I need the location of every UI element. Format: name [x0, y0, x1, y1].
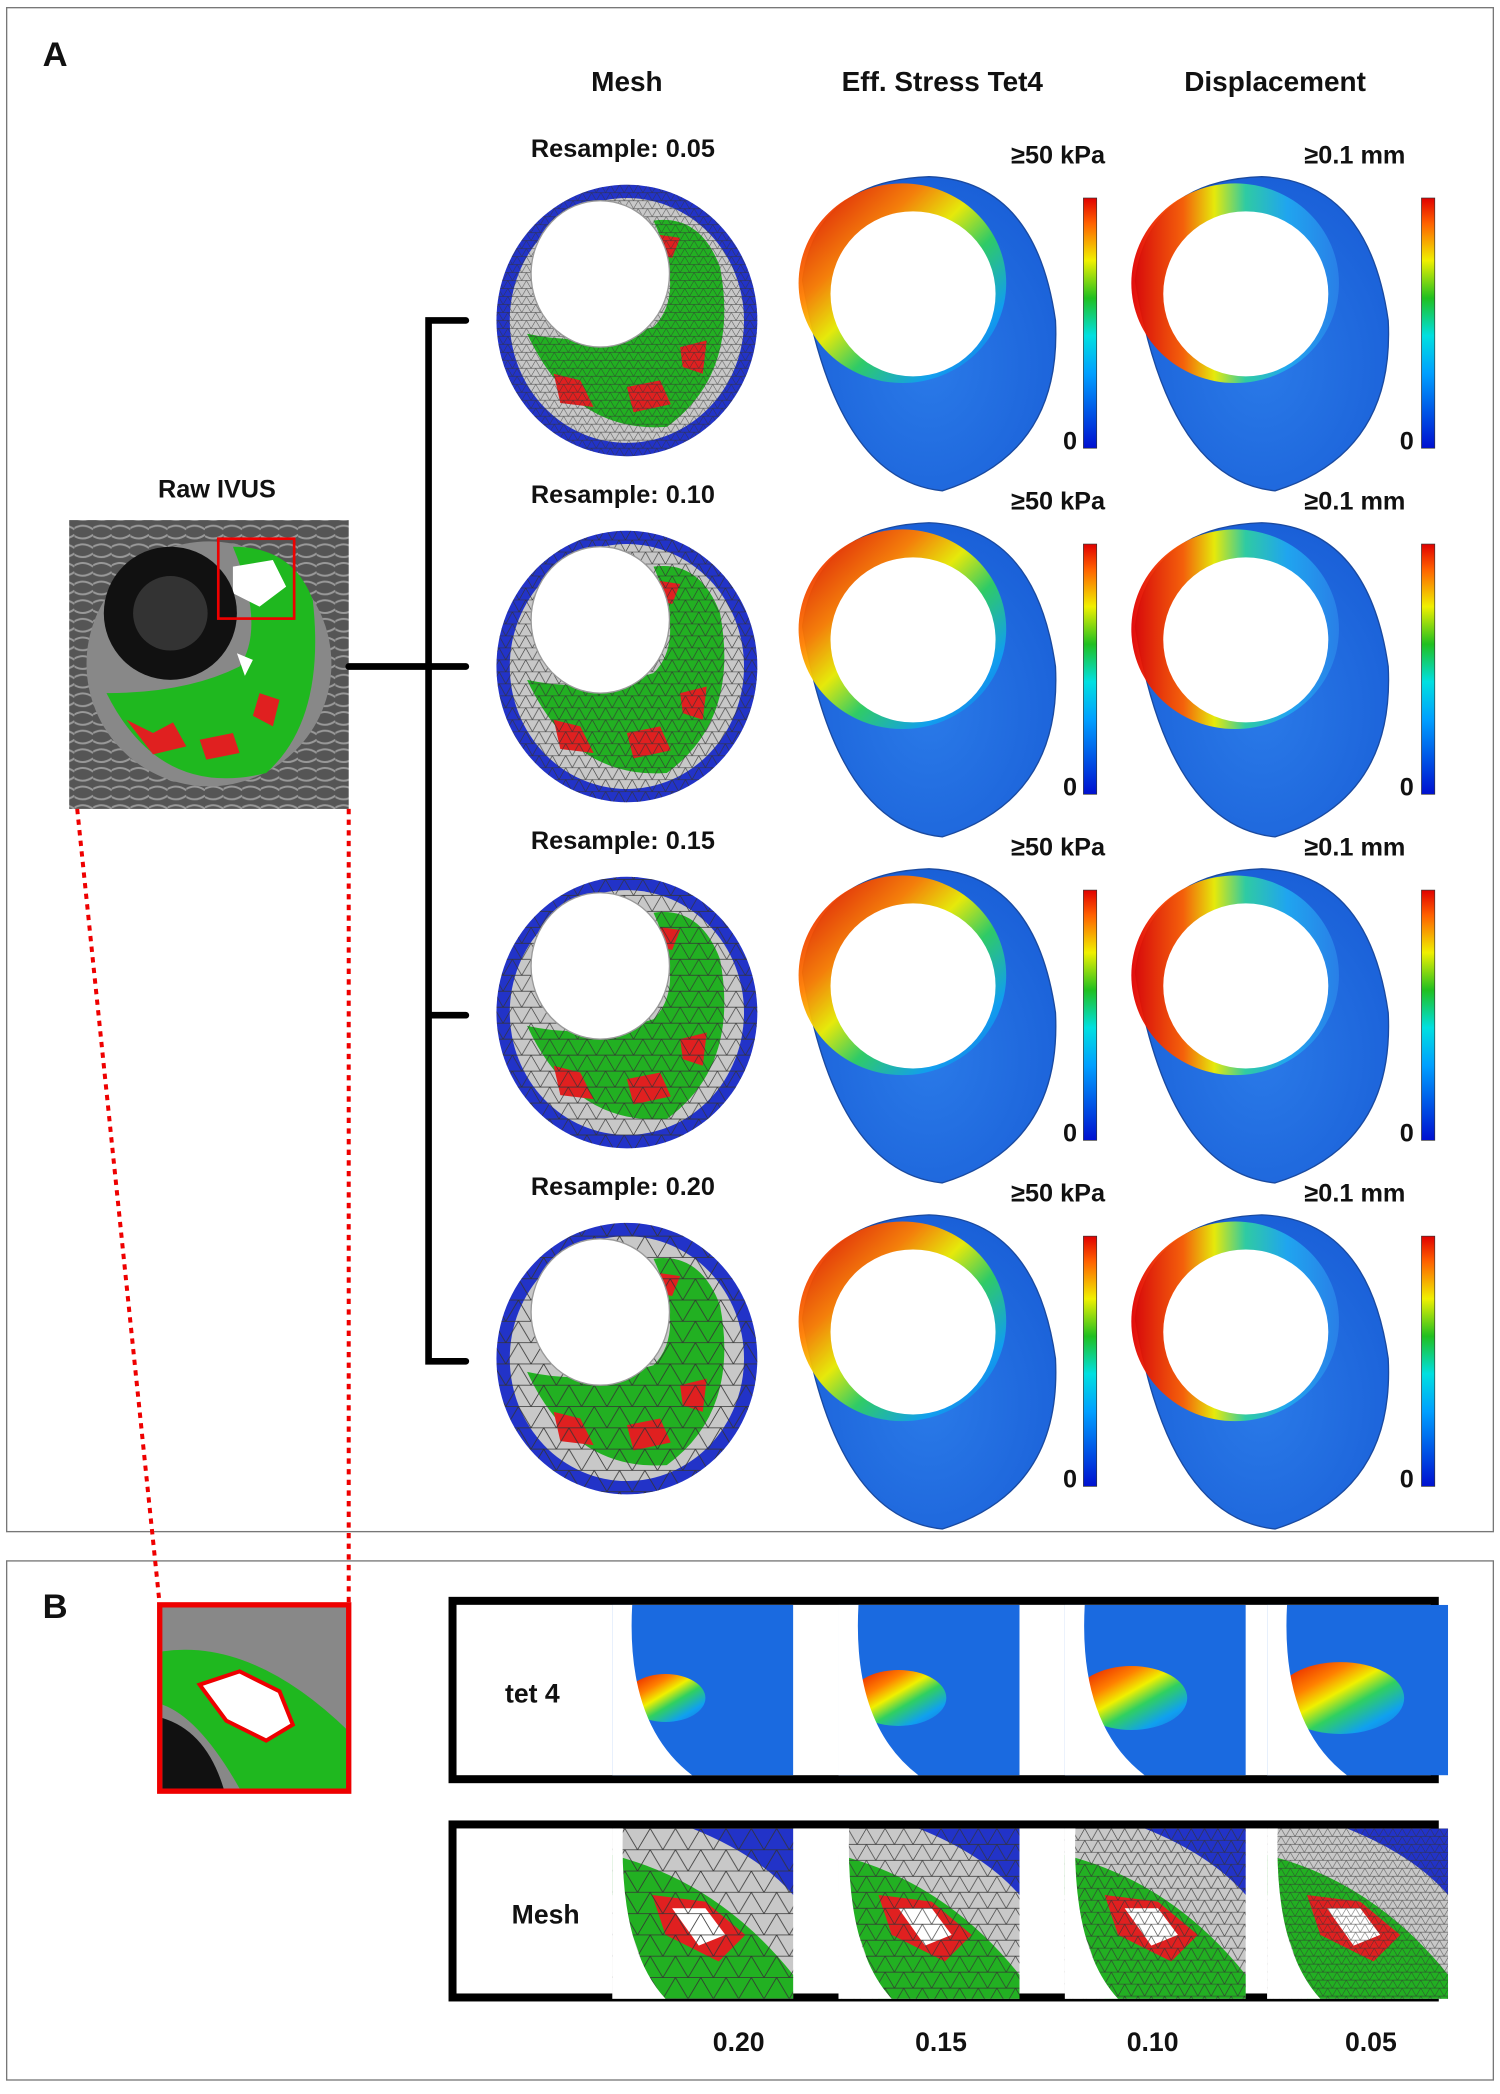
colorbar [1083, 197, 1098, 449]
crop-lumen [838, 1604, 919, 1776]
field-lumen [830, 903, 996, 1069]
field-lumen [1163, 211, 1329, 377]
mesh-image [496, 1222, 758, 1495]
zoom-lipid [196, 1669, 296, 1743]
field-lumen [1163, 1249, 1329, 1415]
colorbar [1421, 1235, 1436, 1487]
resample-value: 0.20 [713, 2027, 765, 2057]
disp-min-label: 0 [1400, 774, 1414, 802]
stress-min-label: 0 [1063, 428, 1077, 456]
crop-lumen [838, 1828, 892, 1999]
crop-lumen [1267, 1604, 1347, 1776]
field-lumen [1163, 557, 1329, 723]
mesh-crop [1267, 1828, 1449, 1999]
crop-hot [1075, 1666, 1188, 1730]
stress-max-label: ≥50 kPa [1011, 834, 1106, 862]
zoom-image [157, 1602, 352, 1794]
resample-label: Resample: 0.10 [531, 481, 715, 509]
column-header: Displacement [1184, 66, 1366, 97]
disp-max-label: ≥0.1 mm [1304, 1180, 1405, 1208]
mesh-image [496, 530, 758, 803]
resample-label: Resample: 0.15 [531, 827, 715, 855]
colorbar [1421, 543, 1436, 795]
colorbar [1083, 889, 1098, 1141]
ivus-catheter [133, 575, 208, 651]
disp-max-label: ≥0.1 mm [1304, 487, 1405, 515]
mesh-crop [1064, 1828, 1246, 1999]
crop-lumen [1064, 1828, 1119, 1999]
stress-max-label: ≥50 kPa [1011, 141, 1106, 169]
column-header: Eff. Stress Tet4 [842, 66, 1044, 97]
field-lumen [830, 211, 996, 377]
stress-max-label: ≥50 kPa [1011, 1180, 1106, 1208]
field-lumen [830, 557, 996, 723]
disp-max-label: ≥0.1 mm [1304, 834, 1405, 862]
bracket [345, 317, 470, 1365]
disp-max-label: ≥0.1 mm [1304, 141, 1405, 169]
disp-min-label: 0 [1400, 1466, 1414, 1494]
panel-a-frame [5, 7, 1495, 1533]
zoom-frame [157, 1602, 352, 1794]
stress-min-label: 0 [1063, 1466, 1077, 1494]
field-lumen [1163, 903, 1329, 1069]
stress-image [798, 1214, 1057, 1530]
stress-crop [838, 1604, 1020, 1776]
raw-ivus-image [69, 520, 349, 809]
displacement-image [1131, 868, 1390, 1184]
mesh-image [496, 876, 758, 1149]
crop-lumen [612, 1604, 693, 1776]
mesh-crop [612, 1828, 794, 1999]
resample-label: Resample: 0.05 [531, 135, 715, 163]
resample-value: 0.05 [1345, 2027, 1397, 2057]
stress-crop [1064, 1604, 1246, 1776]
zoom-box [216, 537, 296, 620]
mesh-lumen [530, 892, 671, 1040]
row-label: tet 4 [505, 1678, 560, 1708]
field-lumen [830, 1249, 996, 1415]
mesh-crop [838, 1828, 1020, 1999]
resample-value: 0.10 [1127, 2027, 1179, 2057]
panel-label: B [43, 1588, 68, 1626]
colorbar [1083, 1235, 1098, 1487]
resample-value: 0.15 [915, 2027, 967, 2057]
crop-lumen [1267, 1828, 1321, 1999]
stress-image [798, 868, 1057, 1184]
mesh-lumen [530, 1238, 671, 1386]
stress-min-label: 0 [1063, 1120, 1077, 1148]
mesh-lumen [530, 546, 671, 694]
disp-min-label: 0 [1400, 428, 1414, 456]
row-label: Mesh [512, 1899, 580, 1929]
crop-lumen [612, 1828, 666, 1999]
stress-crop [612, 1604, 794, 1776]
stress-max-label: ≥50 kPa [1011, 487, 1106, 515]
colorbar [1421, 889, 1436, 1141]
ivus-calc [126, 693, 280, 760]
resample-label: Resample: 0.20 [531, 1173, 715, 1201]
displacement-image [1131, 522, 1390, 838]
raw-label: Raw IVUS [158, 475, 276, 503]
crop-hot [625, 1674, 706, 1722]
colorbar [1083, 543, 1098, 795]
displacement-image [1131, 176, 1390, 492]
ivus-lipid [232, 560, 287, 676]
crop-hot [850, 1670, 947, 1726]
disp-min-label: 0 [1400, 1120, 1414, 1148]
zoom-lumen [162, 1717, 224, 1789]
displacement-image [1131, 1214, 1390, 1530]
stress-image [798, 176, 1057, 492]
panel-b-frame [5, 1560, 1495, 2081]
mesh-lumen [530, 200, 671, 348]
crop-lumen [1064, 1604, 1145, 1776]
colorbar [1421, 197, 1436, 449]
stress-crop [1267, 1604, 1449, 1776]
mesh-image [496, 184, 758, 457]
zoom-lines [75, 808, 351, 1606]
column-header: Mesh [591, 66, 662, 97]
stress-min-label: 0 [1063, 774, 1077, 802]
panel-label: A [43, 36, 68, 74]
stress-image [798, 522, 1057, 838]
crop-hot [1276, 1662, 1405, 1734]
